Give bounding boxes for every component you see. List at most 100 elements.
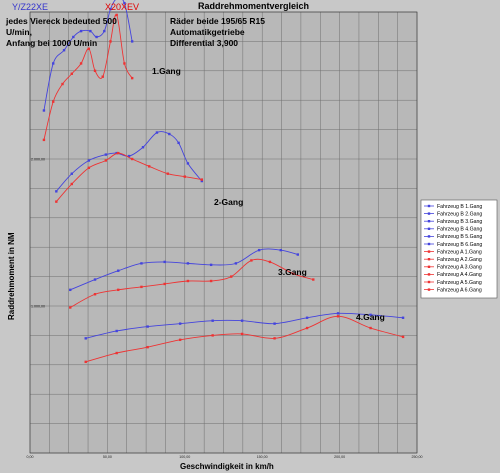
note-line-1: jedes Viereck bedeuted 500 xyxy=(5,16,117,26)
note-line-4: Räder beide 195/65 R15 xyxy=(170,16,265,26)
gear-label-4: 4.Gang xyxy=(356,312,385,322)
data-point-fahrzeug-a-3-gang xyxy=(230,275,233,278)
data-point-fahrzeug-a-4-gang xyxy=(369,326,372,330)
data-point-fahrzeug-b-1-gang xyxy=(95,35,98,39)
data-point-fahrzeug-a-4-gang xyxy=(305,326,309,330)
data-point-fahrzeug-a-3-gang xyxy=(268,260,272,264)
series-line-fahrzeug-a-2-gang xyxy=(55,152,202,202)
data-point-fahrzeug-b-2-gang xyxy=(70,172,73,175)
legend-label: Fahrzeug A 3.Gang xyxy=(437,265,482,271)
legend-label: Fahrzeug B 6.Gang xyxy=(437,242,482,248)
data-point-fahrzeug-b-3-gang xyxy=(257,248,261,252)
data-point-fahrzeug-b-1-gang xyxy=(79,29,83,33)
legend-label: Fahrzeug A 1.Gang xyxy=(437,249,482,255)
data-point-fahrzeug-b-4-gang xyxy=(305,316,309,319)
data-point-fahrzeug-a-3-gang xyxy=(140,285,143,289)
data-point-fahrzeug-a-3-gang xyxy=(312,278,315,281)
data-point-fahrzeug-a-1-gang xyxy=(70,72,73,75)
note-line-5: Automatikgetriebe xyxy=(170,27,245,37)
data-point-fahrzeug-a-3-gang xyxy=(291,272,295,275)
data-point-fahrzeug-a-4-gang xyxy=(115,351,118,355)
data-point-fahrzeug-b-2-gang xyxy=(155,131,159,134)
legend-label: Fahrzeug B 4.Gang xyxy=(437,227,482,233)
data-point-fahrzeug-b-4-gang xyxy=(336,312,340,315)
y-axis-label: Raddrehmoment in NM xyxy=(7,232,16,320)
note-line-6: Differential 3,900 xyxy=(170,38,238,48)
data-point-fahrzeug-a-4-gang xyxy=(178,338,182,342)
gear-label-2: 2-Gang xyxy=(214,197,243,207)
series-line-fahrzeug-b-2-gang xyxy=(55,131,203,192)
legend-label: Fahrzeug B 2.Gang xyxy=(437,211,482,217)
x-axis-label: Geschwindigkeit in km/h xyxy=(180,462,274,471)
data-point-fahrzeug-b-3-gang xyxy=(209,263,213,267)
x-tick-label: 200,00 xyxy=(334,455,345,459)
data-point-fahrzeug-b-1-gang xyxy=(109,7,112,11)
note-line-2: U/min, xyxy=(6,27,32,37)
car-b-label: X20XEV xyxy=(105,2,139,12)
data-point-fahrzeug-b-4-gang xyxy=(369,313,372,317)
data-point-fahrzeug-a-1-gang xyxy=(101,75,104,78)
data-point-fahrzeug-b-3-gang xyxy=(279,248,282,252)
data-point-fahrzeug-a-3-gang xyxy=(209,279,213,283)
legend-label: Fahrzeug B 1.Gang xyxy=(437,204,482,210)
data-point-fahrzeug-a-4-gang xyxy=(401,335,405,339)
data-point-fahrzeug-b-4-gang xyxy=(401,316,405,319)
x-tick-label: 250,00 xyxy=(412,455,423,459)
x-tick-labels: 0,00 50,00 100,00 150,00 200,00 250,00 xyxy=(27,455,423,459)
data-point-fahrzeug-b-1-gang xyxy=(52,62,55,65)
data-point-fahrzeug-b-3-gang xyxy=(186,262,190,265)
legend-swatch-marker xyxy=(427,280,431,284)
data-point-fahrzeug-b-4-gang xyxy=(273,322,276,325)
series-line-fahrzeug-a-3-gang xyxy=(70,258,314,308)
data-point-fahrzeug-b-1-gang xyxy=(42,109,46,112)
data-point-fahrzeug-a-2-gang xyxy=(166,172,169,175)
data-point-fahrzeug-b-4-gang xyxy=(240,319,244,322)
data-point-fahrzeug-a-1-gang xyxy=(109,40,112,43)
legend-swatch-marker xyxy=(427,204,431,208)
data-point-fahrzeug-a-1-gang xyxy=(123,62,126,65)
data-point-fahrzeug-b-2-gang xyxy=(55,190,58,193)
data-point-fahrzeug-b-3-gang xyxy=(234,262,238,265)
data-point-fahrzeug-a-3-gang xyxy=(117,288,120,292)
data-point-fahrzeug-a-1-gang xyxy=(130,76,134,80)
data-point-fahrzeug-a-1-gang xyxy=(115,13,118,17)
data-point-fahrzeug-a-2-gang xyxy=(55,200,58,203)
car-a-label: Y/Z22XE xyxy=(12,2,48,12)
data-point-fahrzeug-a-3-gang xyxy=(69,306,72,309)
x-tick-label: 100,00 xyxy=(179,455,190,459)
legend-label: Fahrzeug B 3.Gang xyxy=(437,219,482,225)
data-point-fahrzeug-b-1-gang xyxy=(103,29,106,33)
data-point-fahrzeug-b-2-gang xyxy=(177,141,180,145)
legend-swatch-marker xyxy=(427,220,431,223)
data-point-fahrzeug-a-2-gang xyxy=(87,166,91,170)
data-point-fahrzeug-b-2-gang xyxy=(186,162,190,165)
chart-title: Raddrehmomentvergleich xyxy=(198,1,309,11)
data-point-fahrzeug-b-4-gang xyxy=(146,325,149,328)
legend-swatch-marker xyxy=(427,235,431,238)
data-point-fahrzeug-b-2-gang xyxy=(87,159,91,162)
data-point-fahrzeug-a-1-gang xyxy=(87,47,91,50)
legend-label: Fahrzeug B 5.Gang xyxy=(437,234,482,240)
grid xyxy=(29,11,418,454)
y-tick-label: 2.000,00 xyxy=(31,157,45,161)
legend-swatch-marker xyxy=(427,250,431,253)
data-point-fahrzeug-a-4-gang xyxy=(146,345,149,349)
data-point-fahrzeug-b-1-gang xyxy=(123,1,126,5)
data-point-fahrzeug-a-4-gang xyxy=(336,315,340,318)
legend-label: Fahrzeug A 5.Gang xyxy=(437,280,482,286)
data-point-fahrzeug-b-2-gang xyxy=(127,154,131,158)
legend-label: Fahrzeug A 2.Gang xyxy=(437,257,482,263)
data-point-fahrzeug-b-3-gang xyxy=(140,262,143,265)
series-layer xyxy=(42,0,405,364)
gear-label-3: 3.Gang xyxy=(278,267,307,277)
data-point-fahrzeug-b-3-gang xyxy=(93,278,97,281)
x-tick-label: 150,00 xyxy=(257,455,268,459)
data-point-fahrzeug-a-4-gang xyxy=(273,337,276,340)
gear-label-1: 1.Gang xyxy=(152,66,181,76)
data-point-fahrzeug-b-3-gang xyxy=(163,260,166,264)
data-point-fahrzeug-b-4-gang xyxy=(84,337,87,340)
data-point-fahrzeug-a-1-gang xyxy=(93,69,97,72)
note-line-3: Anfang bei 1000 U/min xyxy=(6,38,97,48)
